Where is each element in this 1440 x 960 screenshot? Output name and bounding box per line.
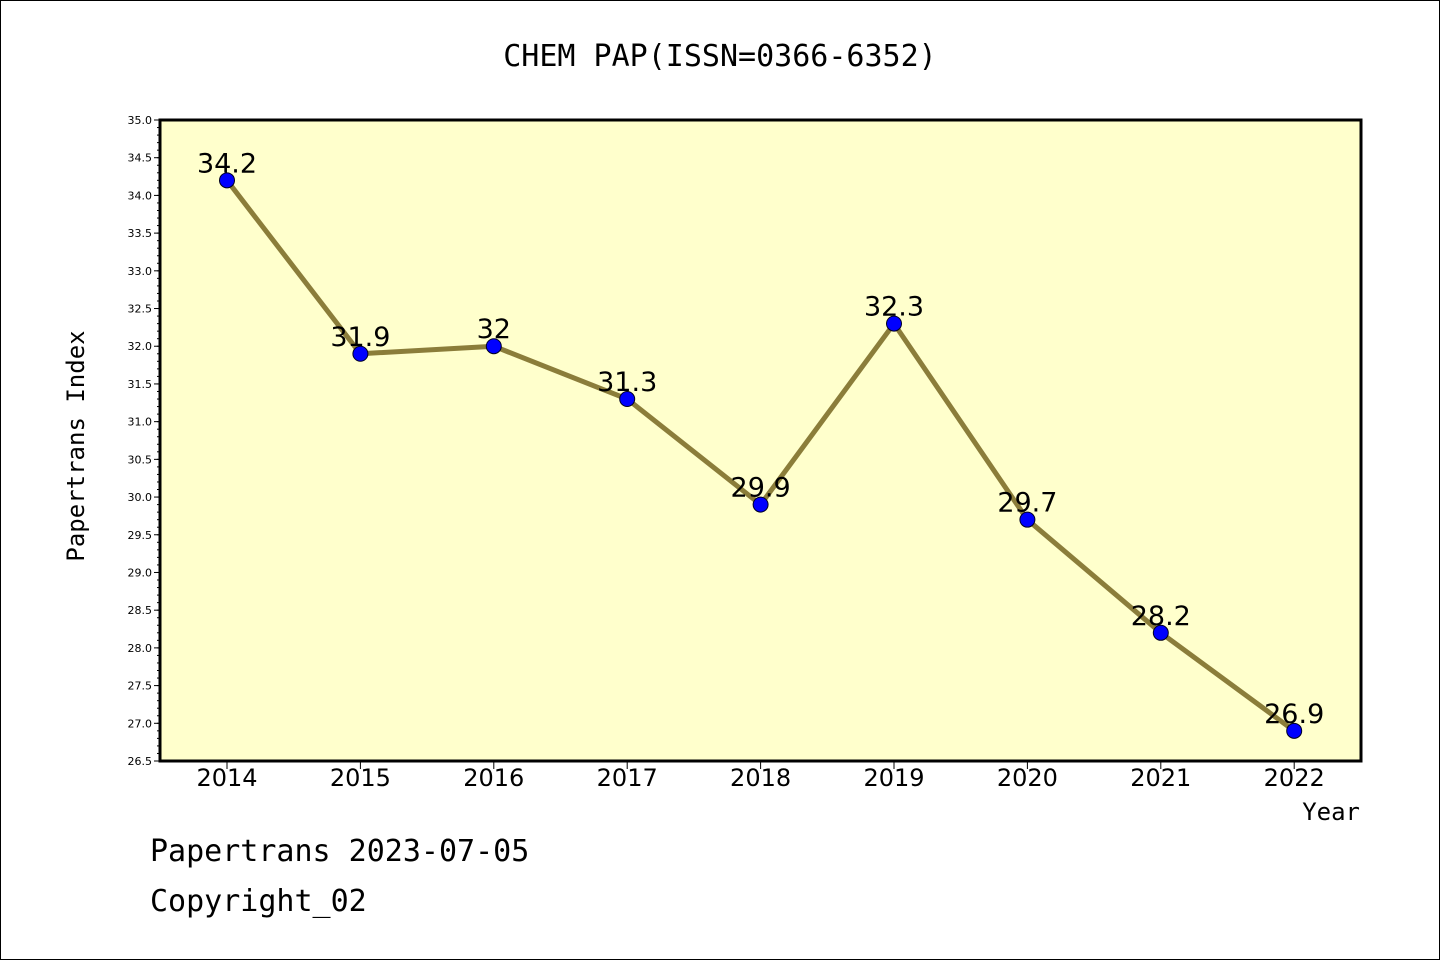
y-tick-label: 31.0 [128,416,153,429]
plot-area [160,120,1361,761]
x-tick-label: 2022 [1264,764,1325,792]
y-tick-label: 34.5 [128,152,153,165]
chart-title: CHEM PAP(ISSN=0366-6352) [503,39,936,74]
data-point [1286,722,1303,739]
y-tick-label: 35.0 [128,114,153,127]
data-point [219,172,235,189]
x-axis: 2014 2015 2016 2017 2018 2019 2020 2021 2022 [196,761,1325,792]
footer-copyright: Copyright_02 [150,884,367,919]
data-point [619,391,636,408]
data-label: 32 [477,314,511,345]
y-tick-label: 33.5 [128,227,153,240]
y-tick-label: 28.0 [128,642,153,655]
data-label: 29.9 [731,473,791,504]
y-tick-label: 27.5 [128,680,153,693]
x-tick-label: 2018 [730,764,791,792]
y-tick-label: 32.5 [128,303,153,316]
x-tick-label: 2017 [597,764,658,792]
data-label: 31.9 [330,322,390,353]
x-tick-label: 2021 [1130,764,1191,792]
y-tick-label: 32.0 [128,340,153,353]
data-point [1019,511,1036,528]
x-tick-label: 2020 [997,764,1058,792]
y-tick-label: 30.0 [128,491,153,504]
y-tick-label: 33.0 [128,265,153,278]
data-point [752,496,769,513]
data-label: 32.3 [864,292,924,323]
data-label: 28.2 [1131,601,1191,632]
y-tick-label: 27.0 [128,717,153,730]
data-series [219,172,1303,739]
data-label: 26.9 [1264,699,1324,730]
x-axis-label: Year [1302,798,1360,826]
data-label: 31.3 [597,367,657,398]
y-tick-label: 28.5 [128,604,153,617]
y-tick-label: 29.5 [128,529,153,542]
data-labels: 34.2 31.9 32 31.3 29.9 32.3 29.7 28.2 26.9 [197,148,1324,730]
y-tick-label: 34.0 [128,189,153,202]
x-tick-label: 2014 [196,764,257,792]
y-tick-label: 26.5 [128,755,153,768]
plot-border [158,118,1363,763]
data-point [485,338,502,355]
y-tick-label: 29.0 [128,566,153,579]
data-point [886,315,902,332]
y-axis: 26.5 27.0 27.5 28.0 28.5 29.0 29.5 30.0 30.5 31.0… [128,114,160,768]
x-tick-label: 2016 [463,764,524,792]
data-label: 29.7 [997,488,1057,519]
data-point [352,345,369,362]
x-tick-label: 2019 [863,764,924,792]
data-label: 34.2 [197,148,257,179]
y-tick-label: 30.5 [128,453,153,466]
y-tick-label: 31.5 [128,378,153,391]
footer-date: Papertrans 2023-07-05 [150,834,530,869]
y-axis-label: Papertrans Index [62,330,90,561]
data-point [1152,624,1169,641]
x-tick-label: 2015 [330,764,391,792]
